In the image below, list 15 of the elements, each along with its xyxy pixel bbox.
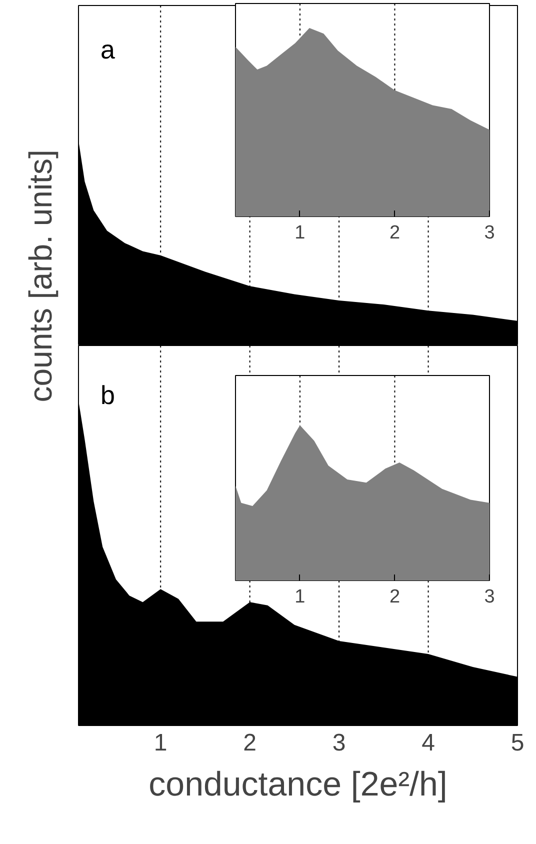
x-tick-label: 5: [510, 730, 524, 756]
x-tick-label: 2: [389, 222, 400, 244]
x-tick-label: 1: [294, 586, 306, 608]
x-tick-label: 1: [294, 222, 306, 244]
x-tick-label: 2: [243, 730, 257, 756]
annotation: b: [100, 380, 115, 410]
x-tick-label: 3: [484, 586, 495, 608]
x-tick-label: 3: [332, 730, 346, 756]
y-axis-title: counts [arb. units]: [22, 150, 58, 402]
x-tick-label: 1: [154, 730, 168, 756]
x-tick-label: 4: [422, 730, 435, 756]
x-tick-label: 2: [389, 586, 400, 608]
x-tick-label: 3: [484, 222, 495, 244]
text: a: [100, 34, 116, 65]
x-axis-title: conductance [2e²/h]: [148, 766, 448, 804]
